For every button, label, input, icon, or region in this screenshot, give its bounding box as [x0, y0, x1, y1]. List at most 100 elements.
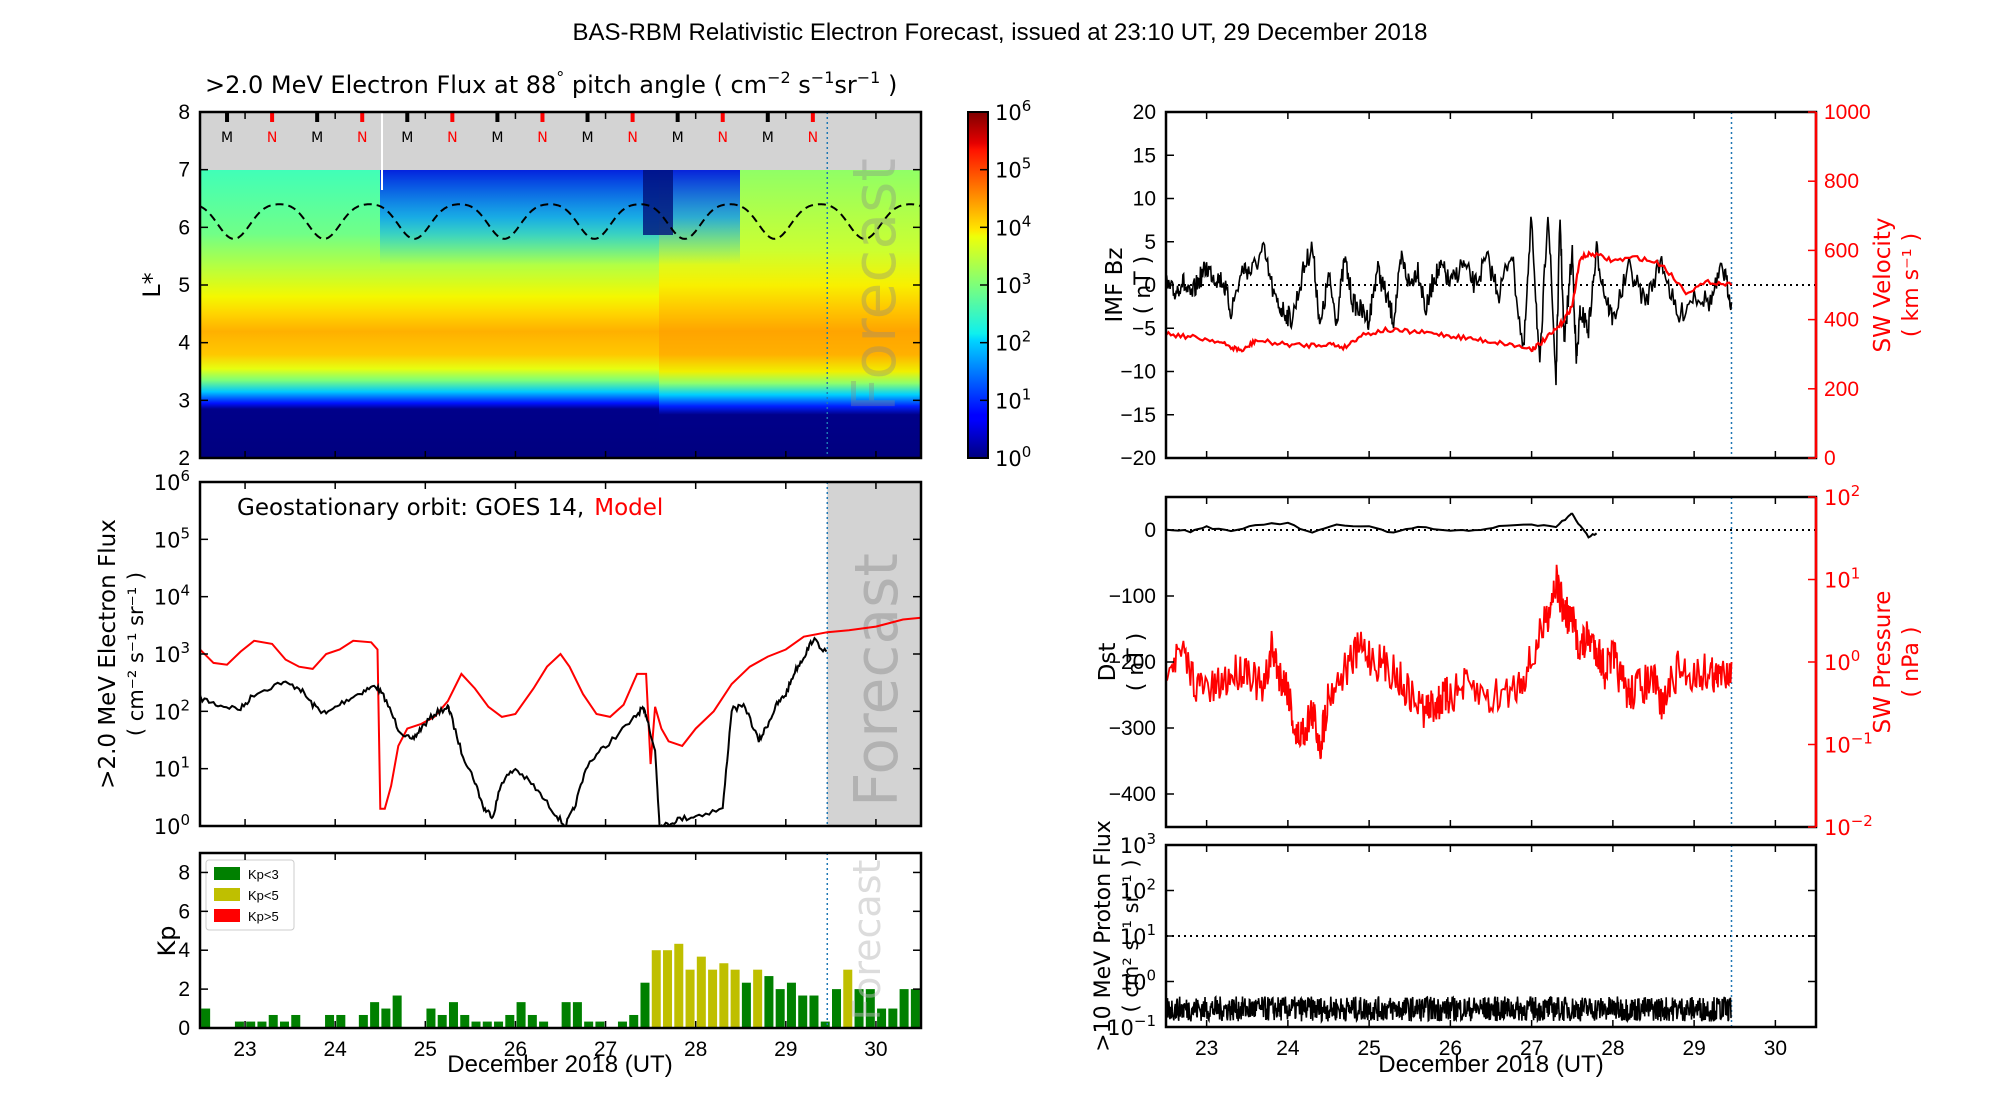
mn-marker-label: M: [581, 130, 593, 146]
kp-bar: [708, 969, 718, 1028]
kp-bar: [392, 995, 402, 1028]
kp-bar: [381, 1008, 391, 1028]
x-tick-label: 29: [774, 1038, 797, 1061]
x-tick-label: 27: [594, 1038, 617, 1061]
swv-ylabel-1: SW Velocity: [1870, 218, 1896, 353]
legend-label: Kp<5: [248, 888, 279, 903]
mn-marker-label: N: [627, 130, 637, 146]
imf-bz-line: [1166, 216, 1733, 386]
proton-flux-line: [1166, 995, 1732, 1024]
mn-marker-label: M: [221, 130, 233, 146]
kp-bar: [685, 969, 695, 1028]
dropout-region: [380, 170, 740, 265]
kp-bar: [617, 1021, 627, 1028]
y-tick-label: 101: [1120, 921, 1156, 949]
swp-yticks: 10−2 10−1 100 101 102: [1808, 482, 1873, 840]
y-tick-label: 8: [178, 861, 190, 884]
kp-bar: [775, 989, 785, 1028]
kp-bar: [246, 1021, 256, 1028]
y-tick-label: −20: [1120, 447, 1156, 470]
kp-bar: [336, 1014, 346, 1028]
x-tick-label: 23: [233, 1038, 256, 1061]
kp-bar: [279, 1021, 289, 1028]
kp-bar: [471, 1021, 481, 1028]
x-tick-label: 29: [1682, 1037, 1705, 1060]
x-tick-label: 26: [1439, 1037, 1462, 1060]
forecast-watermark: Forecast: [845, 860, 889, 1021]
y-tick-label: −5: [1132, 317, 1156, 340]
y-tick-label: 0: [1144, 274, 1156, 297]
kp-bar: [629, 1014, 639, 1028]
kp-bar: [865, 989, 875, 1028]
mn-marker-label: M: [491, 130, 503, 146]
swp-ylabel-2: ( nPa ): [1899, 627, 1924, 698]
masked-region: [200, 112, 921, 170]
y-tick-label: −15: [1120, 404, 1156, 427]
y-tick-label: 7: [178, 159, 190, 182]
y-tick-label: 3: [178, 389, 190, 412]
y-tick-label: −100: [1109, 585, 1156, 608]
dst-ylabel-1: Dst: [1095, 643, 1121, 682]
y-tick-label: 2: [178, 447, 190, 470]
y-tick-label: −400: [1109, 783, 1156, 806]
y-tick-label: 200: [1824, 378, 1859, 401]
y-tick-label: 0: [178, 1017, 190, 1040]
kp-bars: [201, 943, 920, 1028]
geo-flux-panel: Forecast Geostationary orbit: GOES 14, Mo…: [95, 467, 923, 839]
x-tick-label: 28: [684, 1038, 707, 1061]
y-tick-label: 10: [1133, 188, 1156, 211]
mn-marker-label: N: [537, 130, 547, 146]
kp-bar: [651, 950, 661, 1028]
kp-bar: [820, 1021, 830, 1028]
kp-bar: [561, 1002, 571, 1028]
y-tick-label: 600: [1824, 239, 1859, 262]
y-tick-label: 4: [178, 332, 190, 355]
y-tick-label: 106: [154, 467, 190, 495]
kp-bar: [877, 1008, 887, 1028]
kp-bar: [325, 1014, 335, 1028]
goes-line: [200, 636, 828, 826]
y-tick-label: 10−1: [1107, 1012, 1156, 1040]
geo-ylabel-1: >2.0 MeV Electron Flux: [95, 519, 121, 789]
y-tick-label: −10: [1120, 361, 1156, 384]
imf-yticks: −20 −15 −10 −5 0 5 10 15 20: [1120, 101, 1174, 470]
colorbar-tick-label: 103: [995, 270, 1031, 298]
kp-bar: [741, 982, 751, 1028]
mn-marker-label: N: [808, 130, 818, 146]
kp-bar: [539, 1021, 549, 1028]
y-tick-label: 6: [178, 900, 190, 923]
mn-marker-label: M: [672, 130, 684, 146]
kp-bar: [640, 982, 650, 1028]
dst-line: [1166, 512, 1598, 539]
mn-marker-label: N: [357, 130, 367, 146]
legend-label: Kp<3: [248, 867, 279, 882]
kp-bar: [527, 1014, 537, 1028]
y-tick-label: 5: [1144, 231, 1156, 254]
x-tick-label: 30: [864, 1038, 887, 1061]
kp-bar: [460, 1014, 470, 1028]
kp-bar: [516, 1002, 526, 1028]
kp-xticks: 23 24 25 26 27 28 29 30: [233, 853, 888, 1061]
kp-bar: [899, 989, 909, 1028]
kp-bar: [786, 982, 796, 1028]
kp-bar: [437, 1014, 447, 1028]
proton-xlabel: December 2018 (UT): [1378, 1051, 1603, 1078]
kp-bar: [448, 1002, 458, 1028]
y-tick-label: 102: [154, 696, 190, 724]
lstar-xticks: [244, 112, 877, 458]
x-tick-label: 24: [324, 1038, 348, 1061]
colorbar-tick-label: 100: [995, 443, 1031, 471]
x-tick-label: 30: [1764, 1037, 1787, 1060]
y-tick-label: 101: [154, 754, 190, 782]
legend-swatch: [214, 909, 240, 922]
sw-velocity-line: [1166, 250, 1733, 354]
kp-bar: [798, 995, 808, 1028]
x-tick-label: 24: [1276, 1037, 1300, 1060]
kp-bar: [584, 1021, 594, 1028]
kp-bar: [268, 1014, 278, 1028]
kp-bar: [257, 1021, 267, 1028]
geo-ylabel-2: ( cm⁻² s⁻¹ sr⁻¹ ): [124, 572, 148, 736]
